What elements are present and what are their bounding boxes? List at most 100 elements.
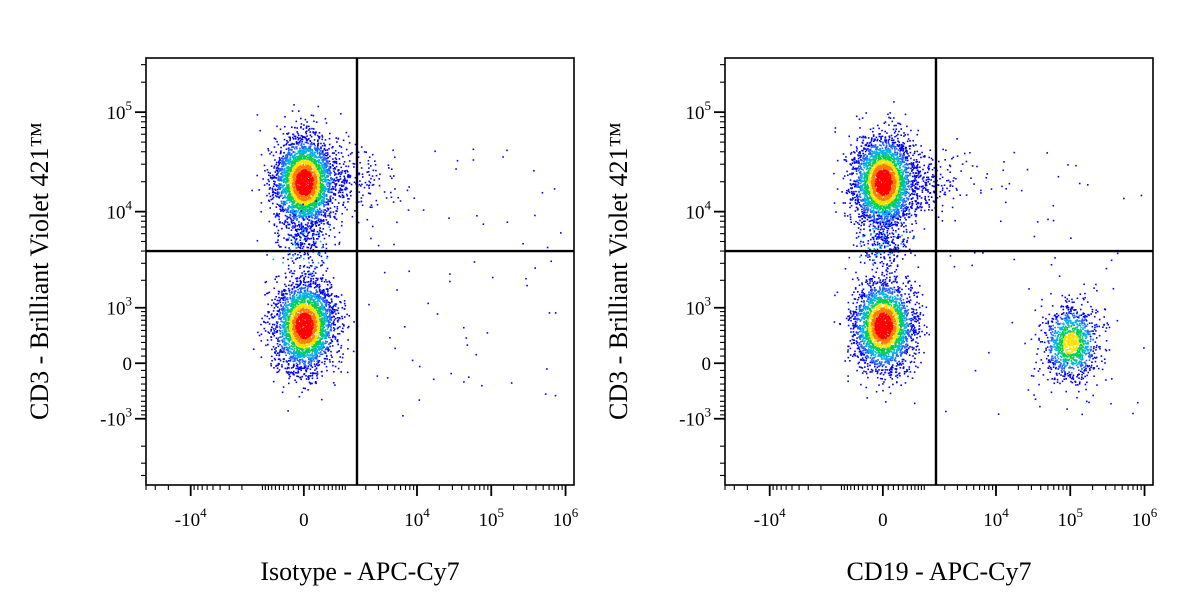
event-dot bbox=[307, 180, 310, 182]
event-dot bbox=[278, 309, 280, 312]
event-dot bbox=[319, 345, 321, 348]
event-dot bbox=[313, 293, 315, 295]
event-dot bbox=[315, 161, 318, 163]
event-dot bbox=[321, 134, 323, 137]
event-dot bbox=[329, 211, 332, 213]
event-dot bbox=[353, 166, 355, 168]
event-dot bbox=[316, 156, 318, 159]
event-dot bbox=[305, 229, 307, 231]
event-dot bbox=[291, 189, 293, 192]
event-dot bbox=[297, 195, 300, 198]
event-dot bbox=[309, 153, 311, 156]
event-dot bbox=[303, 155, 305, 157]
event-dot bbox=[290, 161, 293, 164]
event-dot bbox=[303, 195, 305, 197]
event-dot bbox=[278, 170, 280, 172]
event-dot bbox=[325, 163, 328, 165]
event-dot bbox=[341, 191, 344, 194]
event-dot bbox=[278, 191, 280, 194]
event-dot bbox=[275, 206, 278, 208]
event-dot bbox=[335, 173, 337, 175]
event-dot bbox=[326, 358, 328, 360]
event-dot bbox=[308, 129, 310, 131]
event-dot bbox=[279, 348, 282, 351]
event-dot bbox=[277, 171, 280, 174]
event-dot bbox=[286, 160, 289, 162]
event-dot bbox=[292, 212, 295, 214]
event-dot bbox=[283, 200, 286, 203]
event-dot bbox=[309, 147, 311, 149]
event-dot bbox=[273, 146, 276, 148]
event-dot bbox=[275, 305, 277, 307]
event-dot bbox=[337, 151, 340, 154]
event-dot bbox=[292, 175, 295, 178]
event-dot bbox=[321, 304, 323, 306]
event-dot bbox=[293, 293, 295, 296]
event-dot bbox=[296, 163, 299, 166]
event-dot bbox=[276, 166, 279, 169]
event-dot bbox=[329, 361, 331, 363]
event-dot bbox=[323, 363, 326, 365]
event-dot bbox=[285, 332, 288, 335]
event-dot bbox=[325, 166, 327, 168]
event-dot bbox=[291, 292, 293, 294]
event-dot bbox=[301, 147, 304, 150]
event-dot bbox=[276, 352, 279, 354]
event-dot bbox=[293, 272, 295, 275]
event-dot bbox=[301, 135, 304, 137]
event-dot bbox=[299, 147, 301, 150]
event-dot bbox=[289, 139, 291, 142]
event-dot bbox=[315, 367, 318, 369]
event-dot bbox=[286, 210, 289, 213]
event-dot bbox=[290, 196, 292, 199]
event-dot bbox=[309, 140, 312, 143]
event-dot bbox=[300, 117, 302, 120]
event-dot bbox=[296, 375, 298, 377]
event-dot bbox=[327, 168, 330, 171]
event-dot bbox=[277, 338, 279, 341]
event-dot bbox=[311, 162, 314, 164]
event-dot bbox=[318, 184, 320, 187]
event-dot bbox=[286, 180, 288, 182]
event-dot bbox=[297, 209, 300, 212]
event-dot bbox=[325, 288, 328, 290]
event-dot bbox=[294, 345, 296, 347]
event-dot bbox=[309, 375, 312, 377]
event-dot bbox=[303, 199, 306, 201]
event-dot bbox=[287, 207, 290, 210]
event-dot bbox=[309, 191, 311, 193]
event-dot bbox=[308, 181, 311, 183]
event-dot bbox=[278, 185, 280, 188]
event-dot bbox=[256, 174, 258, 177]
event-dot bbox=[301, 152, 304, 154]
event-dot bbox=[290, 205, 293, 208]
event-dot bbox=[332, 211, 335, 213]
event-dot bbox=[259, 129, 261, 132]
event-dot bbox=[260, 340, 263, 342]
event-dot bbox=[306, 177, 309, 180]
event-dot bbox=[269, 172, 271, 174]
event-dot bbox=[347, 135, 350, 138]
event-dot bbox=[314, 186, 317, 189]
event-dot bbox=[281, 171, 283, 174]
event-dot bbox=[312, 181, 315, 184]
event-dot bbox=[293, 270, 296, 272]
event-dot bbox=[290, 198, 293, 200]
event-dot bbox=[300, 212, 303, 214]
event-dot bbox=[305, 147, 307, 149]
event-dot bbox=[298, 212, 301, 214]
event-dot bbox=[256, 114, 259, 116]
event-dot bbox=[315, 233, 317, 236]
event-dot bbox=[285, 154, 287, 157]
event-dot bbox=[343, 324, 345, 326]
event-dot bbox=[310, 155, 313, 158]
event-dot bbox=[264, 170, 266, 172]
event-dot bbox=[289, 280, 291, 282]
event-dot bbox=[298, 277, 301, 280]
event-dot bbox=[343, 302, 346, 305]
event-dot bbox=[305, 369, 307, 371]
event-dot bbox=[306, 281, 308, 283]
event-dot bbox=[283, 184, 286, 186]
event-dot bbox=[332, 315, 335, 318]
event-dot bbox=[296, 286, 299, 288]
